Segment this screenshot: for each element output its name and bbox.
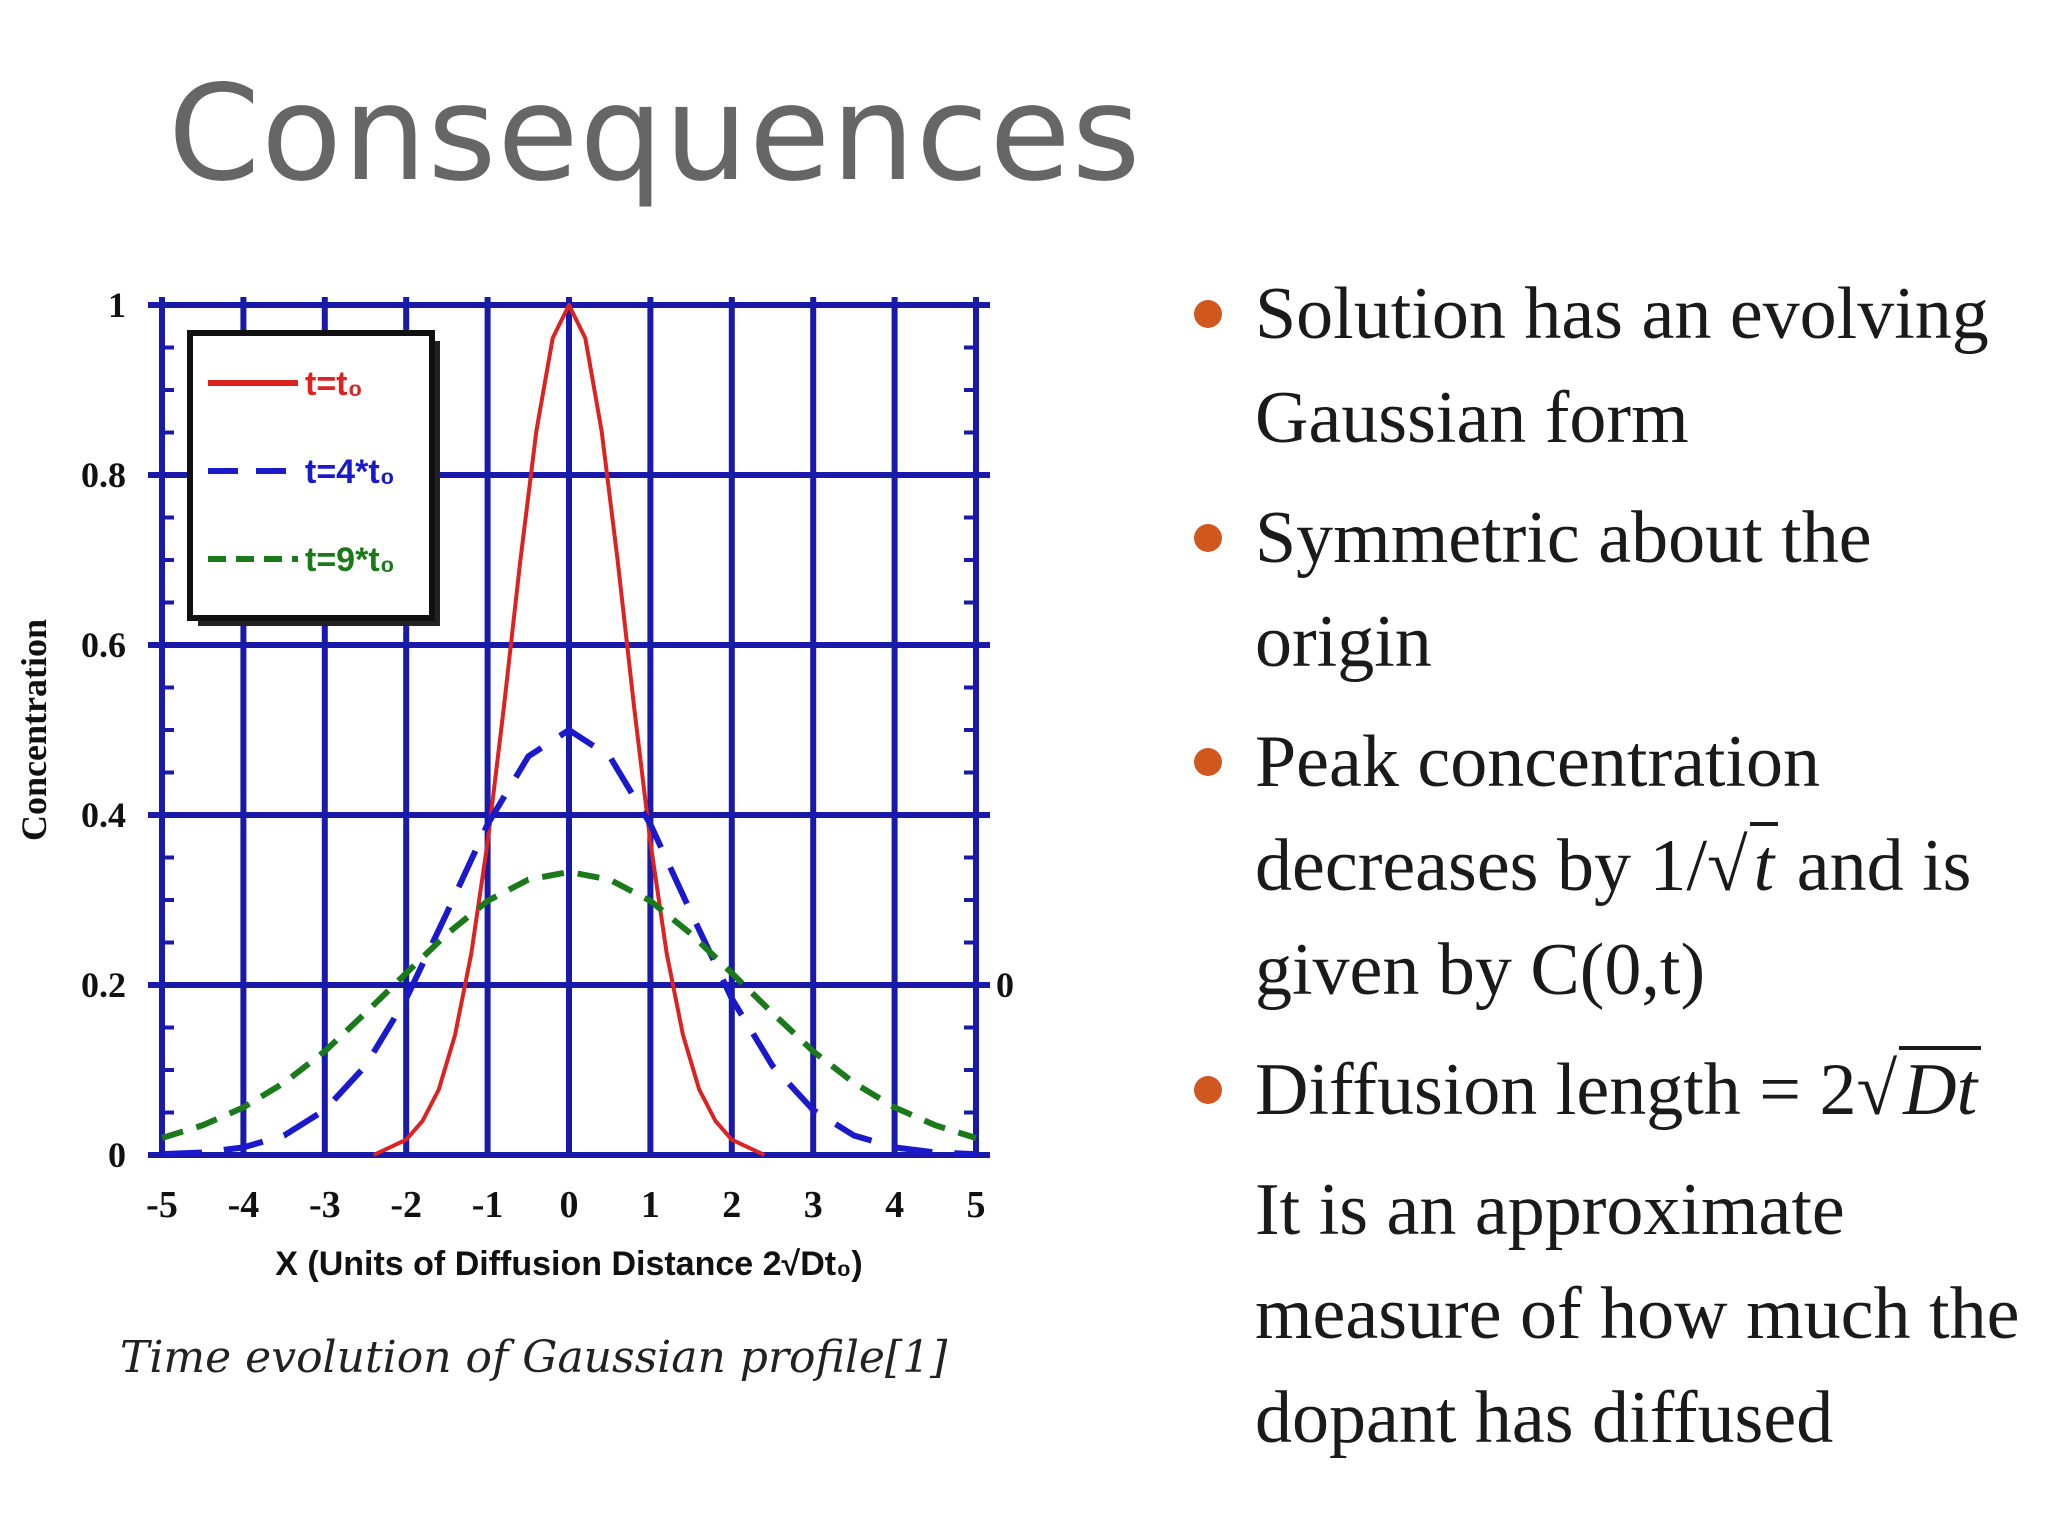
right-axis-label: 0 bbox=[996, 965, 1014, 1005]
bullet-peak-concentration: Peak concentration decreases by 1/√t and… bbox=[1180, 710, 2040, 1022]
y-tick-label: 1 bbox=[108, 285, 126, 325]
x-tick-label: 2 bbox=[722, 1184, 741, 1226]
bullet-dot-icon bbox=[1194, 300, 1222, 328]
y-tick-label: 0 bbox=[108, 1135, 126, 1175]
legend-label-2: t=9*t₀ bbox=[305, 541, 395, 579]
sqrt-sign-icon: √ bbox=[1707, 825, 1748, 907]
bullet-text-suffix: and is given by C(0,t) bbox=[1255, 825, 1972, 1011]
bullet-symmetric: Symmetric about the origin bbox=[1180, 486, 2040, 694]
math-radicand: Dt bbox=[1899, 1046, 1982, 1130]
chart-caption: Time evolution of Gaussian profile[1] bbox=[120, 1332, 948, 1383]
bullet-text: Diffusion length bbox=[1255, 1049, 1760, 1131]
math-fraction: 1/ bbox=[1649, 825, 1708, 907]
series-line-0 bbox=[372, 303, 766, 1157]
y-tick-label: 0.2 bbox=[81, 965, 126, 1005]
math-equals: = 2 bbox=[1759, 1049, 1857, 1131]
x-tick-label: 1 bbox=[641, 1184, 660, 1226]
bullet-text: Symmetric about the origin bbox=[1255, 497, 1872, 683]
legend-label-1: t=4*t₀ bbox=[305, 453, 395, 491]
x-tick-label: -1 bbox=[472, 1184, 504, 1226]
x-tick-label: 5 bbox=[967, 1184, 986, 1226]
slide-title: Consequences bbox=[168, 57, 1142, 211]
bullet-dot-icon bbox=[1194, 1076, 1222, 1104]
bullet-diffusion-length: Diffusion length = 2√Dt bbox=[1180, 1038, 2040, 1142]
bullet-gaussian-form: Solution has an evolving Gaussian form bbox=[1180, 262, 2040, 470]
x-tick-label: 3 bbox=[804, 1184, 823, 1226]
chart-axes: -5 -4 -3 -2 -1 0 1 2 3 4 5 0 0.2 0.4 0.6 0.8 1 0 X (Units … bbox=[14, 285, 1014, 1283]
series-line-1 bbox=[161, 727, 977, 1158]
y-axis-label: Concentration bbox=[14, 619, 54, 841]
sqrt-sign-icon: √ bbox=[1856, 1049, 1898, 1131]
x-tick-label: -3 bbox=[309, 1184, 341, 1226]
x-tick-label: -5 bbox=[146, 1184, 178, 1226]
x-tick-label: -4 bbox=[228, 1184, 260, 1226]
bullet-dot-icon bbox=[1194, 748, 1222, 776]
diffusion-length-note: It is an approximate measure of how much… bbox=[1255, 1169, 2020, 1459]
x-tick-label: 4 bbox=[885, 1184, 904, 1226]
y-tick-label: 0.6 bbox=[81, 625, 126, 665]
bullet-text: Solution has an evolving Gaussian form bbox=[1255, 273, 1989, 459]
y-tick-label: 0.8 bbox=[81, 455, 126, 495]
x-tick-label: 0 bbox=[560, 1184, 579, 1226]
legend-label-0: t=t₀ bbox=[305, 365, 363, 403]
y-tick-label: 0.4 bbox=[81, 795, 126, 835]
bullet-list: Solution has an evolving Gaussian form S… bbox=[1180, 262, 2040, 1470]
bullet-dot-icon bbox=[1194, 524, 1222, 552]
x-tick-label: -2 bbox=[390, 1184, 422, 1226]
series-line-2 bbox=[161, 869, 977, 1141]
diffusion-chart: -5 -4 -3 -2 -1 0 1 2 3 4 5 0 0.2 0.4 0.6 0.8 1 0 X (Units … bbox=[14, 285, 1014, 1283]
bullet-text: Peak concentration decreases by bbox=[1255, 721, 1821, 907]
math-radicand: t bbox=[1749, 822, 1779, 906]
chart-legend: t=t₀ t=4*t₀ t=9*t₀ bbox=[187, 330, 440, 626]
x-axis-label: X (Units of Diffusion Distance 2√Dt₀) bbox=[275, 1245, 862, 1283]
chart-series bbox=[161, 303, 977, 1158]
